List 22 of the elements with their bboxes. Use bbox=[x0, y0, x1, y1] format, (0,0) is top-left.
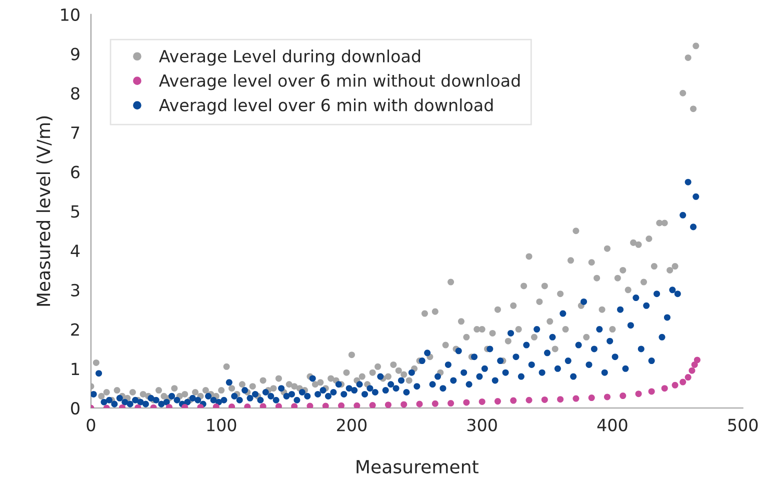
x-tick-label: 200 bbox=[337, 418, 367, 432]
y-tick-label: 2 bbox=[71, 323, 79, 336]
y-tick-label: 7 bbox=[71, 126, 80, 139]
legend-label: Average level over 6 min without download bbox=[158, 74, 520, 90]
x-tick-label: 300 bbox=[467, 418, 497, 432]
x-tick-label: 0 bbox=[86, 418, 96, 432]
x-axis-title: Measurement bbox=[356, 460, 478, 474]
y-tick-label: 6 bbox=[71, 166, 80, 178]
y-tick-label: 4 bbox=[70, 244, 80, 257]
x-tick-label: 500 bbox=[728, 418, 758, 432]
y-tick-label: 8 bbox=[71, 87, 80, 100]
legend-label: Averagd level over 6 min with download bbox=[158, 98, 493, 115]
x-tick-label: 100 bbox=[207, 418, 236, 432]
y-tick-label: 1 bbox=[72, 362, 80, 375]
y-tick-label: 3 bbox=[71, 284, 80, 296]
legend-label: Average Level during download bbox=[158, 50, 420, 66]
y-axis-title: Measured level (V/m) bbox=[36, 116, 52, 306]
y-tick-label: 9 bbox=[70, 48, 80, 60]
y-tick-label: 10 bbox=[61, 8, 80, 21]
y-tick-label: 5 bbox=[71, 205, 80, 218]
y-tick-label: 0 bbox=[71, 402, 80, 415]
x-tick-label: 400 bbox=[597, 418, 628, 432]
